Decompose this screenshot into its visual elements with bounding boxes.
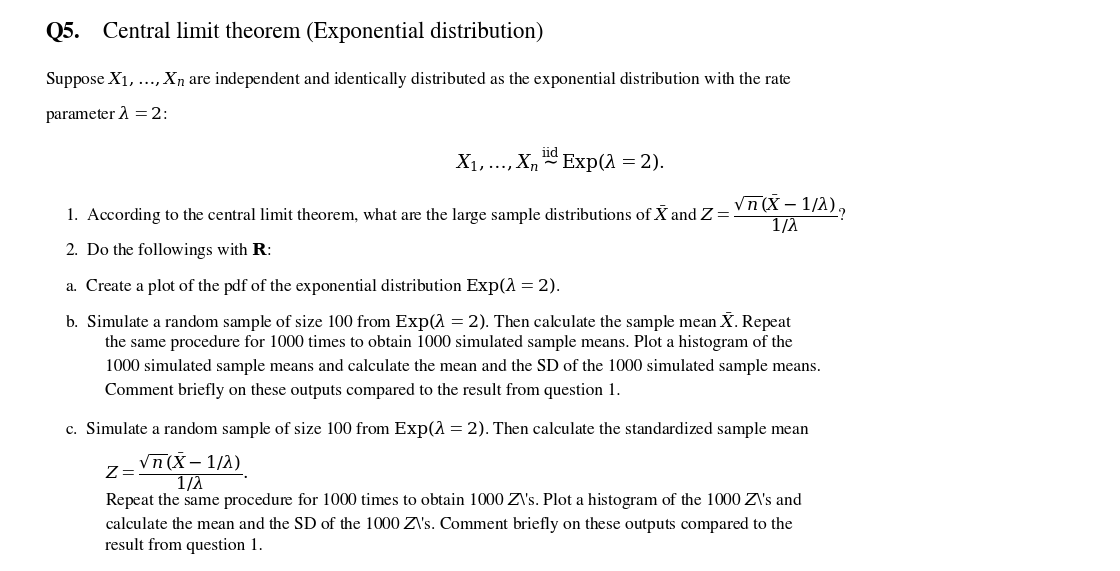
Text: 2.  Do the followings with $\bf{R}$:: 2. Do the followings with $\bf{R}$: [65, 240, 271, 262]
Text: Repeat the same procedure for 1000 times to obtain 1000 $Z$\'s. Plot a histogram: Repeat the same procedure for 1000 times… [105, 490, 803, 512]
Text: a.  Create a plot of the pdf of the exponential distribution $\mathrm{Exp}(\lamb: a. Create a plot of the pdf of the expon… [65, 276, 560, 297]
Text: the same procedure for 1000 times to obtain 1000 simulated sample means. Plot a : the same procedure for 1000 times to obt… [105, 335, 793, 351]
Text: 1000 simulated sample means and calculate the mean and the SD of the 1000 simula: 1000 simulated sample means and calculat… [105, 359, 821, 375]
Text: b.  Simulate a random sample of size 100 from $\mathrm{Exp}(\lambda = 2)$. Then : b. Simulate a random sample of size 100 … [65, 311, 792, 334]
Text: c.  Simulate a random sample of size 100 from $\mathrm{Exp}(\lambda = 2)$. Then : c. Simulate a random sample of size 100 … [65, 419, 810, 440]
Text: Comment briefly on these outputs compared to the result from question 1.: Comment briefly on these outputs compare… [105, 383, 620, 399]
Text: Central limit theorem (Exponential distribution): Central limit theorem (Exponential distr… [103, 22, 543, 43]
Text: $Z = \dfrac{\sqrt{n}(\bar{X}-1/\lambda)}{1/\lambda}.$: $Z = \dfrac{\sqrt{n}(\bar{X}-1/\lambda)}… [105, 452, 249, 494]
Text: 1.  According to the central limit theorem, what are the large sample distributi: 1. According to the central limit theore… [65, 194, 847, 236]
Text: calculate the mean and the SD of the 1000 $Z$\'s. Comment briefly on these outpu: calculate the mean and the SD of the 100… [105, 514, 794, 536]
Text: result from question 1.: result from question 1. [105, 538, 263, 554]
Text: parameter $\lambda = 2$:: parameter $\lambda = 2$: [45, 104, 167, 125]
Text: Suppose $X_1,\ldots,X_n$ are independent and identically distributed as the expo: Suppose $X_1,\ldots,X_n$ are independent… [45, 69, 792, 90]
Text: Q5.: Q5. [45, 22, 80, 43]
Text: $X_1,\ldots,X_n \overset{\mathrm{iid}}{\sim} \mathrm{Exp}(\lambda = 2).$: $X_1,\ldots,X_n \overset{\mathrm{iid}}{\… [455, 145, 665, 175]
